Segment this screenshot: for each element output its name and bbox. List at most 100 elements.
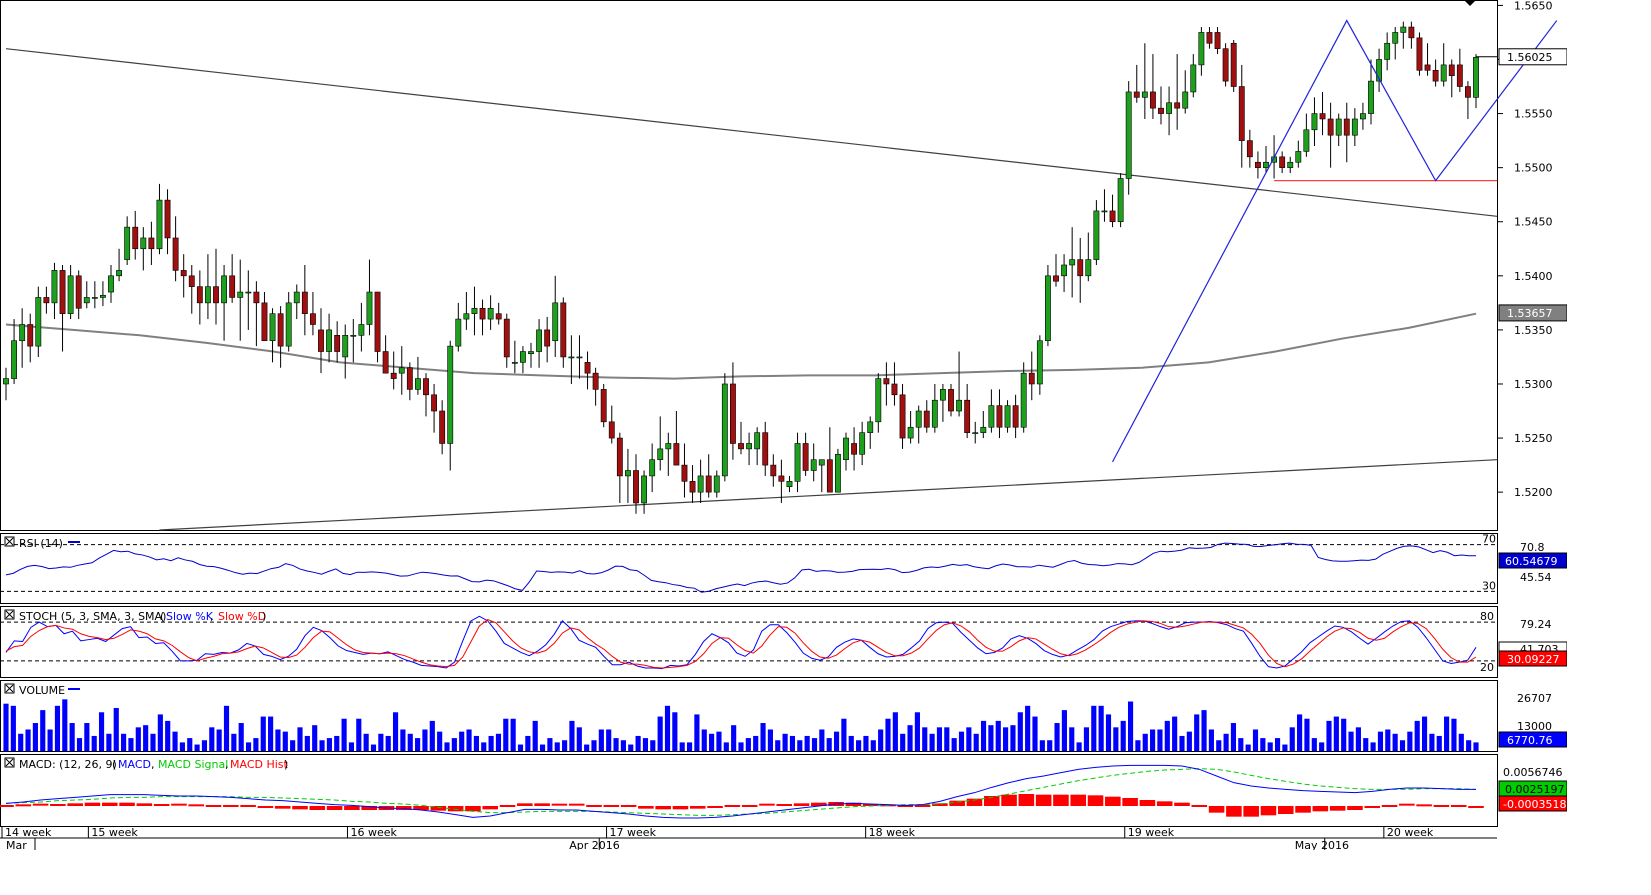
candle [237,259,244,341]
volume-bar [481,742,487,751]
candle [342,324,349,379]
volume-bar [547,738,553,751]
rsi-scale-label: 70.8 [1520,541,1545,554]
volume-bar [187,738,193,751]
candle-body [406,367,413,390]
candle-body [447,345,454,444]
macd-hist-bar [932,803,948,806]
candle [229,254,236,303]
candle [1384,32,1391,71]
candle [754,427,761,466]
volume-bar [1363,738,1369,751]
trendline-ascending [159,459,1498,531]
macd-hist-bar [171,803,187,806]
chart-svg[interactable]: 1.56501.56001.55501.55001.54501.54001.53… [0,0,1567,850]
stoch-legend-k: Slow %K [166,610,214,623]
macd-scale-label: 0.0056746 [1503,766,1563,779]
candle [67,265,74,320]
candle-body [1335,118,1342,136]
candle [285,292,292,352]
candle-body [697,475,704,493]
volume-bar [731,725,737,751]
candle [641,470,648,514]
candle-body [1093,210,1100,260]
candle [398,346,405,395]
candle-body [83,297,90,304]
macd-hist-bar [551,803,568,806]
close-icon-cross [5,537,14,546]
candle-body [931,399,938,428]
volume-bar [1135,740,1141,751]
volume-bar [437,731,443,751]
candle [204,254,211,320]
volume-bar [172,731,178,751]
volume-bar [679,742,685,751]
volume-bar [584,744,590,751]
trendline-descending [5,48,1498,217]
volume-bar [1429,733,1435,751]
macd-hist-bar [966,798,983,806]
volume-current-box [1498,731,1567,748]
candle-body [1061,264,1068,277]
candle [463,292,470,330]
volume-bar [216,729,222,751]
stoch-level-label: 20 [1480,661,1494,674]
candle-body [374,291,381,352]
candle-body [665,443,672,450]
candle [495,302,502,325]
candle-body [826,459,833,493]
volume-bar [723,742,729,751]
volume-bar [1039,740,1045,751]
candle-body [1149,91,1156,109]
volume-bar [1260,738,1266,751]
candle [1061,254,1068,293]
candle [1053,254,1059,287]
candle [1077,237,1084,303]
candle-body [1020,372,1027,428]
volume-bar [1392,733,1398,751]
candle-body [59,270,66,314]
volume-bar [1142,733,1148,751]
candle-body [1069,259,1076,266]
candle [1335,113,1342,147]
close-icon-cross [5,610,14,619]
candle-body [382,351,389,374]
candle-body [213,286,219,304]
volume-bar [804,735,810,751]
macd-hist-bar [50,804,66,806]
candle [1004,400,1011,433]
volume-bar [892,712,898,751]
macd-hist-bar [465,806,481,812]
volume-bar [973,733,979,751]
candle [1158,86,1164,125]
macd-hist-bar [949,800,965,806]
volume-bar [319,740,325,751]
macd-hist-bar [914,805,931,807]
volume-bar [569,720,575,751]
candle [334,321,341,363]
macd-hist-bar [1156,801,1173,806]
macd-hist-bar [517,803,533,806]
volume-bar [995,720,1001,751]
candle-body [67,275,74,314]
candle-body [883,378,890,385]
candle [560,297,567,368]
volume-bar [407,733,413,751]
candle [794,432,801,493]
candle [1109,194,1116,228]
volume-bar [98,712,105,751]
volume-bar [121,733,127,751]
macd-hist-bar [67,803,83,806]
candle [1368,59,1374,125]
volume-bar [525,735,531,751]
volume-bar [562,740,568,751]
macd-hist-bar [1364,806,1381,808]
candle [689,465,696,503]
volume-bar [1157,729,1163,751]
candle [91,281,98,309]
candle [1473,54,1479,109]
candle-body [1117,178,1124,223]
candle-body [681,464,688,482]
volume-bar [473,735,479,751]
volume-bar [69,723,75,751]
